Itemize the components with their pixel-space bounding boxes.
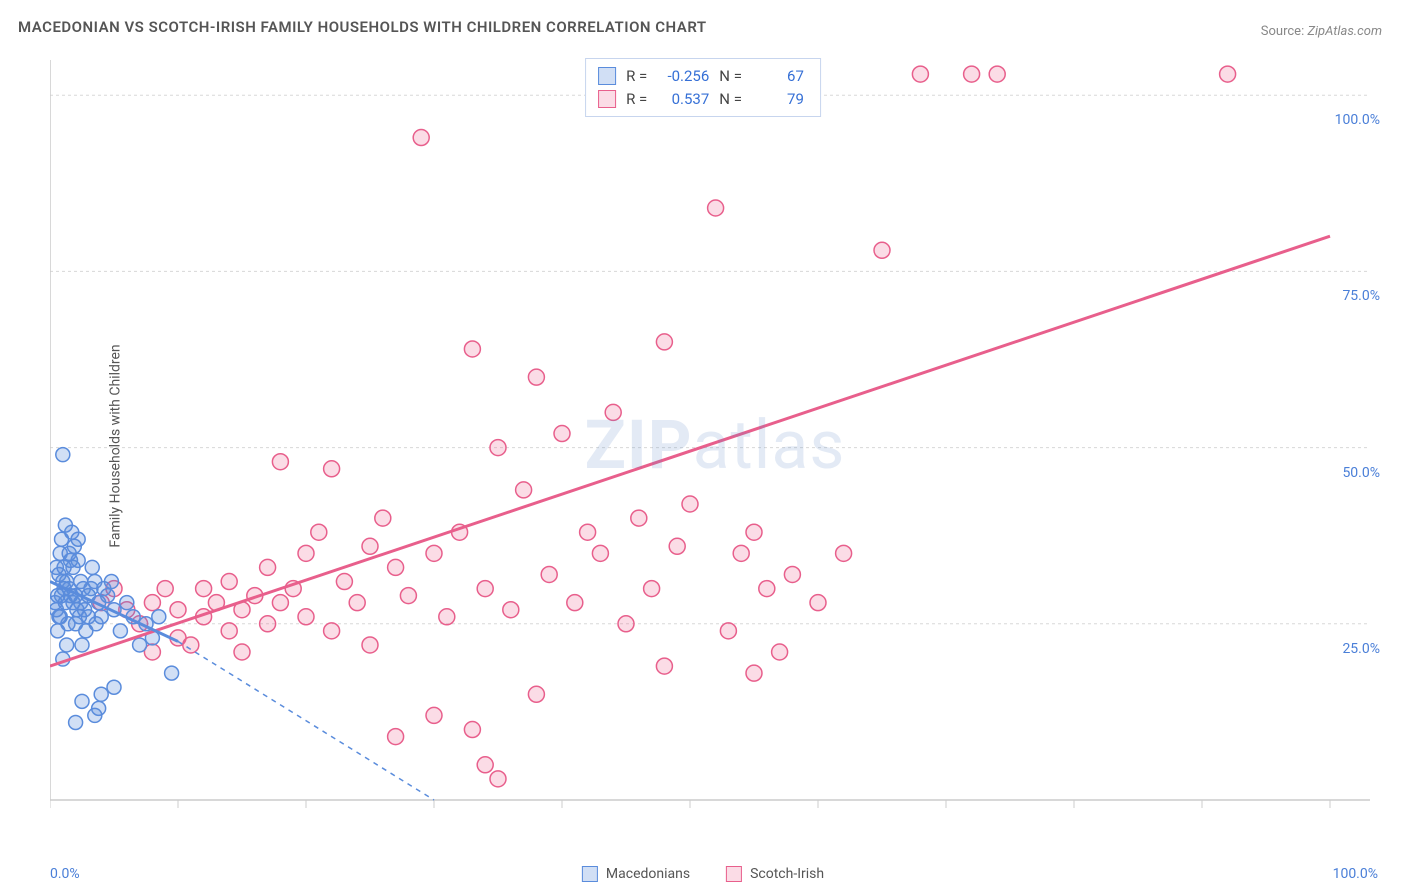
source-link[interactable]: ZipAtlas.com bbox=[1307, 24, 1382, 39]
legend-scotch-irish: Scotch-Irish bbox=[726, 866, 824, 882]
stats-row-scotch-irish: R = 0.537 N = 79 bbox=[598, 88, 804, 111]
source-credit: Source: ZipAtlas.com bbox=[1261, 24, 1382, 39]
swatch-macedonian-icon bbox=[598, 67, 616, 85]
chart-container: MACEDONIAN VS SCOTCH-IRISH FAMILY HOUSEH… bbox=[0, 0, 1406, 892]
bottom-legend: Macedonians Scotch-Irish bbox=[582, 866, 824, 882]
xaxis-min-label: 0.0% bbox=[50, 866, 80, 882]
scatter-svg bbox=[50, 60, 1380, 830]
ytick-label: 25.0% bbox=[1342, 641, 1380, 657]
swatch-scotch-irish bbox=[726, 866, 742, 882]
stats-legend-box: R = -0.256 N = 67 R = 0.537 N = 79 bbox=[585, 58, 821, 117]
plot-area: ZIPatlas bbox=[50, 60, 1380, 830]
stats-row-macedonian: R = -0.256 N = 67 bbox=[598, 65, 804, 88]
swatch-macedonian bbox=[582, 866, 598, 882]
ytick-label: 50.0% bbox=[1342, 465, 1380, 481]
xaxis-max-label: 100.0% bbox=[1333, 866, 1378, 882]
chart-title: MACEDONIAN VS SCOTCH-IRISH FAMILY HOUSEH… bbox=[18, 18, 707, 36]
ytick-label: 100.0% bbox=[1335, 112, 1380, 128]
swatch-scotch-irish-icon bbox=[598, 90, 616, 108]
ytick-label: 75.0% bbox=[1342, 288, 1380, 304]
legend-macedonian: Macedonians bbox=[582, 866, 690, 882]
